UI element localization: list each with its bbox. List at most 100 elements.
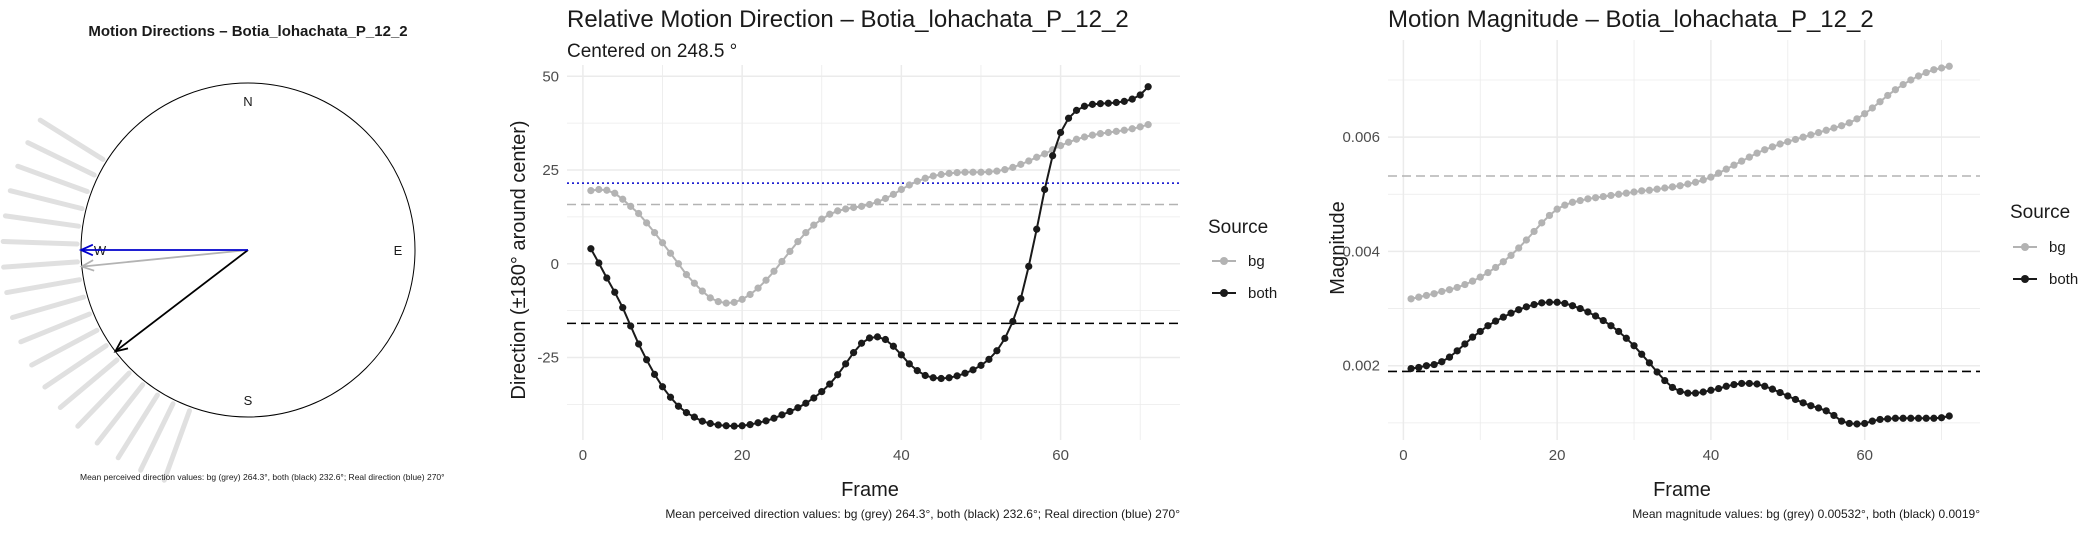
direction-point-bg [619, 195, 627, 203]
magnitude-point-bg [1684, 180, 1692, 188]
direction-point-both [674, 402, 683, 410]
direction-point-bg [953, 169, 961, 177]
direction-point-both [818, 388, 826, 396]
direction-point-bg [1128, 125, 1136, 133]
direction-point-bg [1136, 123, 1144, 131]
direction-point-both [1049, 152, 1057, 160]
compass-panel: Motion Directions – Botia_lohachata_P_12… [0, 0, 500, 533]
direction-point-both [650, 370, 659, 378]
compass-spoke [29, 327, 100, 368]
magnitude-legend-title: Source [2010, 202, 2070, 223]
magnitude-point-both [1914, 414, 1923, 422]
direction-point-bg [738, 295, 746, 303]
compass-arrow-bg [81, 249, 249, 268]
direction-point-both [794, 404, 802, 412]
direction-point-both [682, 409, 691, 417]
direction-point-bg [611, 189, 619, 197]
direction-point-bg [810, 221, 818, 229]
direction-point-both [857, 339, 866, 347]
direction-point-bg [706, 294, 714, 302]
compass-spoke [9, 294, 87, 321]
direction-point-both [611, 288, 619, 296]
magnitude-point-bg [1691, 178, 1700, 186]
direction-point-both [746, 421, 754, 429]
direction-point-both [826, 380, 834, 388]
direction-point-both [849, 349, 858, 357]
direction-point-both [1128, 95, 1136, 103]
direction-y-tick-label: 0 [551, 256, 559, 273]
magnitude-point-both [1522, 303, 1530, 311]
direction-point-bg [985, 168, 993, 176]
direction-point-both [834, 371, 842, 379]
direction-point-both [1041, 185, 1049, 194]
magnitude-point-both [1622, 334, 1630, 342]
magnitude-point-bg [1899, 80, 1907, 89]
direction-point-bg [1033, 153, 1041, 161]
compass-spoke [115, 392, 160, 461]
direction-point-bg [905, 181, 913, 189]
magnitude-point-bg [1699, 176, 1707, 184]
direction-point-bg [794, 238, 802, 246]
direction-point-bg [786, 247, 794, 255]
magnitude-point-bg [1807, 131, 1815, 139]
direction-point-both [1009, 317, 1017, 326]
magnitude-x-tick-label: 0 [1399, 447, 1407, 464]
direction-point-bg [1144, 121, 1152, 129]
direction-y-tick-label: 25 [542, 162, 559, 179]
compass-spoke [7, 188, 85, 212]
direction-legend-both-label: both [1248, 285, 1277, 302]
direction-point-both [738, 422, 746, 430]
direction-title: Relative Motion Direction – Botia_lohach… [567, 6, 1129, 33]
magnitude-point-bg [1591, 194, 1600, 202]
magnitude-point-bg [1707, 173, 1715, 181]
compass-arrow-both [114, 249, 249, 353]
magnitude-point-bg [1568, 198, 1577, 206]
direction-point-bg [643, 219, 651, 227]
magnitude-x-tick-label: 40 [1703, 447, 1720, 464]
compass-east-label: E [394, 243, 403, 258]
direction-point-bg [849, 203, 858, 212]
compass-spokes [0, 117, 193, 483]
compass-title: Motion Directions – Botia_lohachata_P_12… [88, 23, 407, 40]
magnitude-point-both [1576, 304, 1584, 313]
magnitude-point-both [1853, 420, 1861, 428]
magnitude-point-bg [1476, 273, 1484, 281]
direction-point-bg [826, 210, 834, 218]
direction-legend-both-dot [1220, 289, 1228, 297]
magnitude-point-both [1945, 412, 1953, 420]
magnitude-point-both [1615, 327, 1623, 336]
magnitude-point-bg [1884, 91, 1892, 100]
magnitude-caption: Mean magnitude values: bg (grey) 0.00532… [1632, 507, 1980, 521]
direction-x-tick-label: 60 [1052, 447, 1069, 464]
compass-caption: Mean perceived direction values: bg (gre… [80, 472, 445, 482]
compass-spoke [15, 163, 90, 195]
direction-point-both [937, 374, 945, 383]
direction-point-both [1033, 225, 1041, 233]
magnitude-point-both [1545, 298, 1554, 306]
magnitude-point-bg [1730, 161, 1738, 169]
direction-point-both [881, 335, 890, 344]
direction-point-bg [937, 170, 945, 179]
magnitude-point-both [1937, 414, 1946, 422]
compass-spoke [161, 408, 193, 483]
direction-series-line-both [590, 86, 1149, 428]
direction-point-both [714, 421, 722, 429]
direction-point-bg [1072, 135, 1081, 143]
magnitude-point-bg [1622, 189, 1630, 197]
direction-subtitle: Centered on 248.5 ° [567, 41, 737, 62]
magnitude-panel: Motion Magnitude – Botia_lohachata_P_12_… [1320, 0, 2100, 533]
direction-point-both [1056, 128, 1065, 137]
magnitude-point-bg [1930, 66, 1938, 74]
compass-spoke [37, 117, 106, 162]
magnitude-point-bg [1507, 251, 1515, 260]
direction-point-both [762, 417, 770, 425]
direction-point-both [770, 414, 778, 422]
magnitude-point-both [1468, 333, 1477, 341]
direction-point-bg [1064, 138, 1073, 146]
magnitude-point-both [1753, 380, 1761, 388]
magnitude-point-both [1599, 316, 1607, 325]
magnitude-point-bg [1868, 104, 1876, 112]
magnitude-point-both [1830, 411, 1838, 420]
magnitude-point-bg [1461, 280, 1469, 289]
magnitude-point-both [1668, 383, 1677, 392]
